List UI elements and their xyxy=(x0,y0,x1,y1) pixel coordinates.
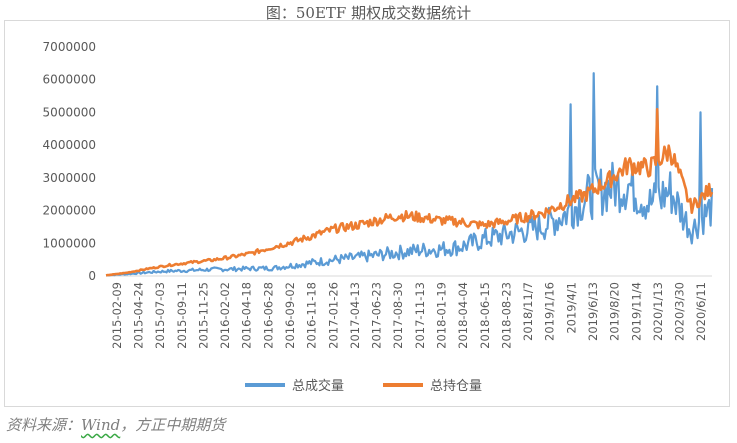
y-tick-label: 1000000 xyxy=(43,236,96,250)
x-tick-label: 2019/4/1 xyxy=(564,282,578,334)
x-tick-label: 2016-09-02 xyxy=(283,282,297,349)
source-prefix: 资料来源： xyxy=(6,416,82,434)
y-tick-label: 7000000 xyxy=(43,40,96,54)
source-suffix: ，方正中期期货 xyxy=(120,416,226,434)
x-tick-label: 2020/6/11 xyxy=(694,282,708,341)
y-tick-label: 0 xyxy=(88,269,96,283)
y-tick-label: 5000000 xyxy=(43,105,96,119)
y-tick-label: 4000000 xyxy=(43,138,96,152)
x-tick-label: 2017-08-30 xyxy=(391,282,405,349)
x-tick-label: 2016-11-18 xyxy=(305,282,319,349)
chart-frame xyxy=(4,20,730,407)
x-tick-label: 2017-01-26 xyxy=(326,282,340,349)
x-tick-label: 2016-04-18 xyxy=(240,282,254,349)
source-note: 资料来源：Wind，方正中期期货 xyxy=(6,414,225,435)
x-tick-label: 2019/1/16 xyxy=(543,282,557,341)
y-tick-label: 2000000 xyxy=(43,204,96,218)
x-tick-label: 2020/3/30 xyxy=(673,282,687,341)
x-tick-label: 2015-04-24 xyxy=(131,282,145,349)
x-tick-label: 2017-06-23 xyxy=(370,282,384,349)
y-tick-label: 3000000 xyxy=(43,171,96,185)
x-tick-label: 2018-08-23 xyxy=(499,282,513,349)
x-tick-label: 2017-04-13 xyxy=(348,282,362,349)
x-axis: 2015-02-09 2015-04-24 2015-07-03 2015-09-11… xyxy=(106,275,712,349)
source-brand: Wind xyxy=(81,416,121,434)
y-axis: 0 1000000 2000000 3000000 4000000 5000000 6000… xyxy=(43,40,96,283)
x-tick-label: 2016-06-28 xyxy=(261,282,275,349)
x-tick-label: 2016-02-02 xyxy=(218,282,232,349)
series-layer xyxy=(105,72,714,277)
series-line xyxy=(105,107,714,277)
x-tick-label: 2018/11/7 xyxy=(521,282,535,341)
series-line xyxy=(105,72,714,277)
x-tick-label: 2018-06-15 xyxy=(478,282,492,349)
legend: 总成交量 总持仓量 xyxy=(245,378,482,394)
x-tick-label: 2020/1/13 xyxy=(651,282,665,341)
x-tick-label: 2019/11/4 xyxy=(629,282,643,341)
x-tick-label: 2015-02-09 xyxy=(110,282,124,349)
x-tick-label: 2017-11-13 xyxy=(413,282,427,349)
legend-label: 总持仓量 xyxy=(430,379,482,394)
x-tick-label: 2015-11-25 xyxy=(196,282,210,349)
x-tick-label: 2018-04-04 xyxy=(456,282,470,349)
legend-label: 总成交量 xyxy=(292,378,344,394)
x-tick-label: 2019/8/20 xyxy=(608,282,622,341)
x-tick-label: 2015-09-11 xyxy=(175,282,189,349)
chart-title: 图：50ETF 期权成交数据统计 xyxy=(265,4,472,22)
x-tick-label: 2018-01-19 xyxy=(434,282,448,349)
y-tick-label: 6000000 xyxy=(43,73,96,87)
x-tick-label: 2019/6/13 xyxy=(586,282,600,341)
x-tick-label: 2015-07-03 xyxy=(153,282,167,349)
